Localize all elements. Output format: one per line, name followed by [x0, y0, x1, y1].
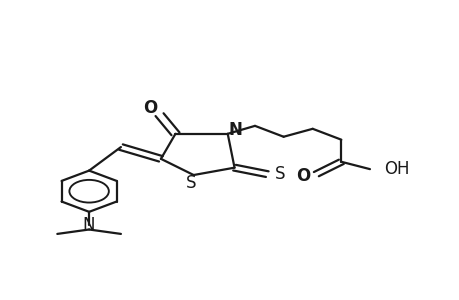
Text: N: N: [83, 216, 95, 234]
Text: N: N: [229, 121, 242, 139]
Text: S: S: [274, 165, 285, 183]
Text: O: O: [296, 167, 310, 184]
Text: O: O: [143, 99, 157, 117]
Text: OH: OH: [384, 160, 409, 178]
Text: S: S: [186, 174, 196, 192]
